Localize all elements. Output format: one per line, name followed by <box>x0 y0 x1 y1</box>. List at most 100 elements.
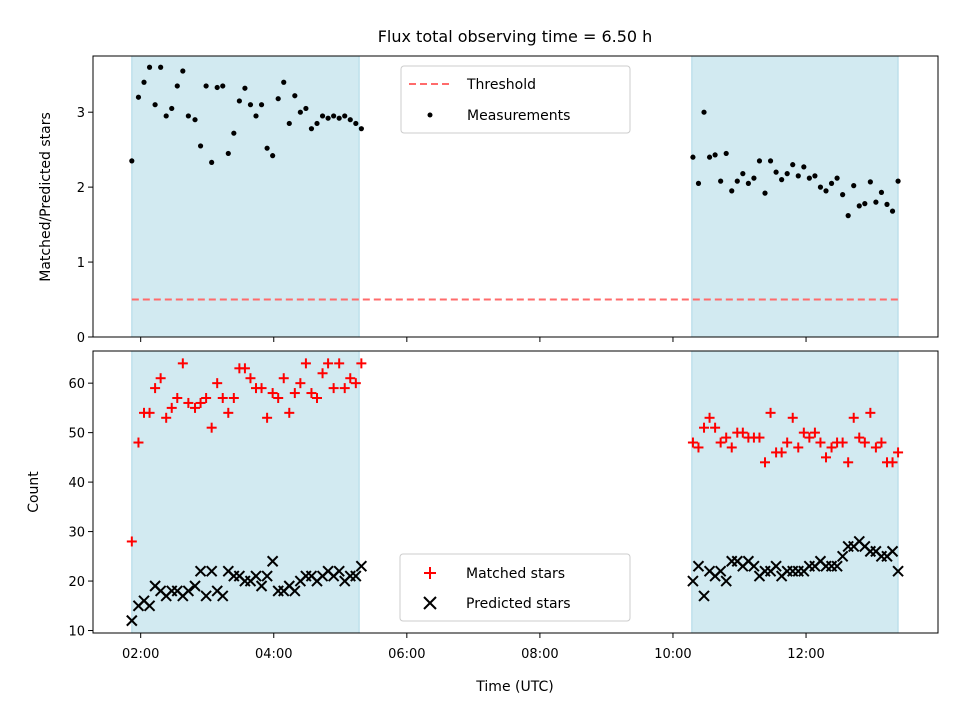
matched-star-point <box>693 442 704 453</box>
predicted-star-point <box>692 560 705 572</box>
y-tick-label: 50 <box>68 427 85 442</box>
measurement-point <box>751 175 757 181</box>
matched-star-point <box>190 402 201 413</box>
matched-star-point <box>328 383 339 394</box>
matched-star-point <box>223 407 234 418</box>
measurement-point <box>270 153 276 159</box>
matched-star-point <box>323 358 334 369</box>
matched-star-point <box>787 412 798 423</box>
matched-star-point <box>715 437 726 448</box>
matched-star-point <box>228 393 239 403</box>
matched-star-point <box>201 393 212 403</box>
predicted-star-point <box>687 575 699 587</box>
y-tick-label: 30 <box>68 526 85 541</box>
measurement-point <box>303 105 309 112</box>
measurement-point <box>158 64 164 70</box>
matched-star-point <box>854 432 865 443</box>
matched-star-point <box>166 402 177 413</box>
matched-star-point <box>150 383 161 394</box>
matched-star-point <box>843 457 854 468</box>
measurement-point <box>325 115 331 121</box>
matched-star-point <box>699 422 710 433</box>
matched-star-point <box>876 437 887 448</box>
measurement-point <box>242 85 248 91</box>
matched-star-point <box>177 358 188 369</box>
predicted-stars-series <box>126 535 904 627</box>
predicted-star-point <box>182 585 195 597</box>
x-tick-label: 10:00 <box>654 647 691 662</box>
matched-star-point <box>334 358 345 369</box>
measurement-point <box>220 83 226 89</box>
matched-star-point <box>776 447 787 458</box>
count-y-ticks: 10 20 30 40 50 60 <box>68 377 93 640</box>
y-tick-label: 10 <box>68 625 85 640</box>
measurement-point <box>247 102 254 108</box>
measurement-point <box>209 159 215 166</box>
measurement-point <box>889 208 896 214</box>
measurement-point <box>192 117 198 123</box>
count-legend-box <box>399 553 631 622</box>
matched-star-point <box>710 422 721 433</box>
measurement-point <box>712 152 718 158</box>
measurement-point <box>292 93 298 99</box>
measurement-point <box>745 180 751 186</box>
matched-star-point <box>837 437 848 448</box>
predicted-star-point <box>350 570 362 582</box>
predicted-star-point <box>355 560 368 572</box>
matched-star-point <box>793 442 804 453</box>
matched-star-point <box>273 393 284 403</box>
predicted-star-point <box>836 550 849 563</box>
matched-star-point <box>278 373 289 384</box>
matched-star-point <box>267 388 278 399</box>
matched-star-point <box>217 393 228 403</box>
count-y-axis-label: Count <box>26 471 42 513</box>
measurement-point <box>275 96 281 102</box>
predicted-star-point <box>698 590 710 602</box>
measurement-point <box>701 109 707 115</box>
measurement-point <box>253 113 259 119</box>
measurement-point <box>314 120 320 127</box>
measurement-point <box>790 162 796 168</box>
matched-star-point <box>284 407 295 418</box>
matched-star-point <box>887 457 898 468</box>
measurement-point <box>180 68 186 74</box>
threshold-legend-label: Threshold <box>466 77 536 93</box>
matched-star-point <box>826 442 837 453</box>
count-legend: Matched stars Predicted stars <box>399 553 631 622</box>
measurement-point <box>152 102 158 108</box>
measurement-point <box>767 158 774 164</box>
matched-star-point <box>804 432 815 443</box>
measurement-point <box>862 201 868 207</box>
measurement-point <box>286 120 292 127</box>
matched-star-point <box>865 407 876 418</box>
count-x-ticks: 02:00 04:00 06:00 08:00 10:00 12:00 <box>122 633 825 662</box>
x-axis-label: Time (UTC) <box>475 679 553 695</box>
measurement-point <box>203 83 209 89</box>
measurement-point <box>185 113 191 119</box>
matched-star-point <box>312 393 323 403</box>
y-tick-label: 60 <box>68 377 85 392</box>
matched-stars-series <box>126 358 904 547</box>
x-tick-label: 04:00 <box>255 647 292 662</box>
observing-span-2 <box>691 55 899 338</box>
measurement-point <box>834 175 840 181</box>
predicted-star-point <box>886 545 899 558</box>
measurement-point <box>756 158 763 164</box>
measurement-point <box>795 173 801 179</box>
matched-star-point <box>300 358 311 369</box>
matched-star-point <box>155 373 166 384</box>
measurement-point <box>319 113 326 119</box>
measurement-point <box>779 177 785 183</box>
measurement-point <box>308 126 315 132</box>
matched-star-point <box>870 442 881 453</box>
matched-star-point <box>133 437 144 448</box>
measurement-point <box>762 190 768 196</box>
measurement-point <box>812 173 818 179</box>
measurement-point <box>867 179 873 185</box>
ratio-panel: 0 1 2 3 Matched/Predicted stars Threshold M… <box>38 55 939 346</box>
ratio-y-ticks: 0 1 2 3 <box>77 106 93 346</box>
measurement-point <box>169 105 175 112</box>
predicted-star-point <box>831 560 843 572</box>
measurement-point <box>845 213 851 219</box>
